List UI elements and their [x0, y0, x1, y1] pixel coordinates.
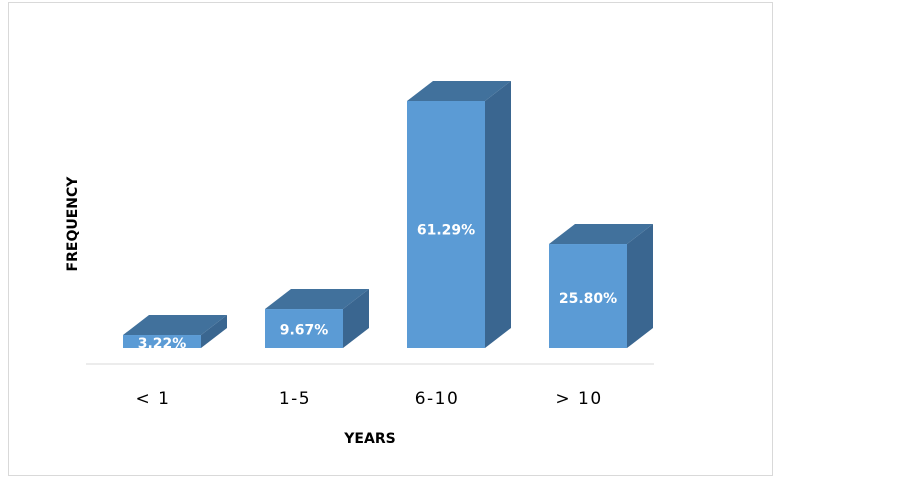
- bar-front: [265, 309, 343, 348]
- bar-top: [407, 81, 511, 101]
- bar-side: [343, 289, 369, 348]
- bar-top: [123, 315, 227, 336]
- data-label: 3.22%: [138, 336, 187, 352]
- x-tick-label: 1-5: [279, 389, 311, 409]
- bar-top: [549, 224, 653, 245]
- bar-front: [549, 244, 627, 348]
- x-tick-label: > 10: [555, 389, 602, 409]
- x-axis-title: YEARS: [343, 431, 395, 447]
- bar-front: [123, 335, 201, 348]
- data-label: 9.67%: [280, 322, 329, 338]
- bar-side: [485, 81, 511, 348]
- bar-4: [549, 224, 653, 348]
- x-tick-label: 6-10: [415, 389, 460, 409]
- bar-side: [627, 224, 653, 348]
- bar-3: [407, 81, 511, 348]
- bar-front: [407, 101, 485, 348]
- data-label: 61.29%: [417, 222, 475, 238]
- bar-2: [265, 289, 369, 348]
- bar-side: [201, 315, 227, 348]
- bar-top: [265, 289, 369, 310]
- y-axis-title: FREQUENCY: [65, 176, 81, 272]
- bar-1: [123, 315, 227, 348]
- data-label: 25.80%: [559, 291, 617, 307]
- x-tick-label: < 1: [136, 389, 171, 409]
